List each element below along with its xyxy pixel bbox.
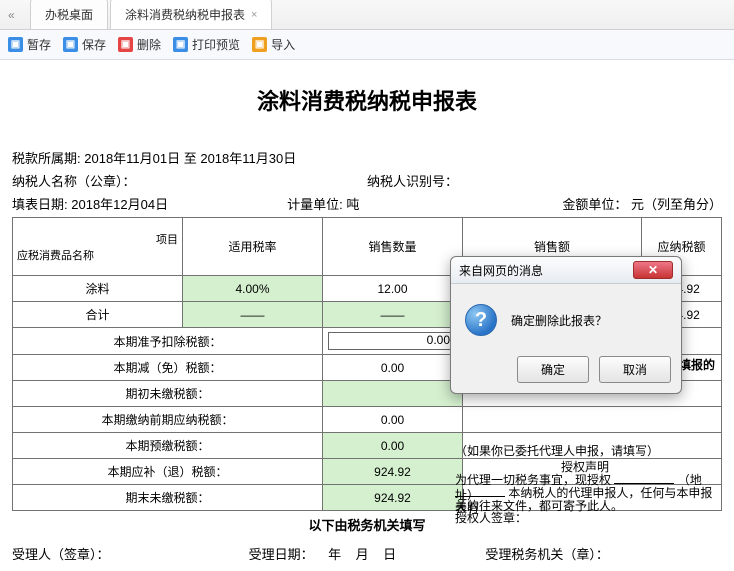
diag-bottom: 应税消费品名称	[17, 247, 178, 263]
taxpayer-id-label: 纳税人识别号：	[367, 174, 458, 189]
blank	[463, 407, 722, 433]
office-label: 受理税务机关（章）：	[485, 544, 722, 563]
dialog-body: ? 确定删除此报表？	[451, 284, 681, 350]
unit-value: 吨	[346, 197, 359, 212]
month: 月	[356, 547, 369, 562]
import-button[interactable]: ▣ 导入	[252, 36, 295, 53]
question-icon: ?	[465, 304, 497, 336]
cell-value: 0.00	[323, 433, 463, 459]
cell-value: 924.92	[323, 485, 463, 511]
cell-rate: 4.00%	[183, 276, 323, 302]
cell-qty: ——	[323, 302, 463, 328]
dialog-title-bar: 来自网页的消息 ✕	[451, 257, 681, 284]
import-icon: ▣	[252, 37, 267, 52]
page-title: 涂料消费税纳税申报表	[12, 84, 722, 116]
th-rate: 适用税率	[183, 218, 323, 276]
deduct-input[interactable]: 0.00	[328, 332, 457, 350]
preview-button[interactable]: ▣ 打印预览	[173, 36, 240, 53]
tab-label: 涂料消费税纳税申报表	[125, 6, 245, 23]
diag-top: 项目	[17, 231, 178, 247]
pause-icon: ▣	[8, 37, 23, 52]
collapse-icon[interactable]: «	[8, 8, 15, 22]
print-icon: ▣	[173, 37, 188, 52]
tab-desktop[interactable]: 办税桌面	[30, 0, 108, 29]
delete-icon: ▣	[118, 37, 133, 52]
delete-button[interactable]: ▣ 删除	[118, 36, 161, 53]
row-label: 期初未缴税额：	[13, 381, 323, 407]
cell-name: 涂料	[13, 276, 183, 302]
cell-value: 0.00	[323, 407, 463, 433]
fill-date-label: 填表日期:	[12, 197, 68, 212]
close-icon[interactable]: ×	[251, 9, 257, 21]
fill-date-value: 2018年12月04日	[71, 197, 168, 212]
row-label: 本期缴纳前期应纳税额：	[13, 407, 323, 433]
dialog-close-button[interactable]: ✕	[633, 261, 673, 279]
dialog-title: 来自网页的消息	[459, 262, 543, 279]
btn-label: 打印预览	[192, 36, 240, 53]
cell-value	[323, 381, 463, 407]
day: 日	[383, 547, 396, 562]
row-label: 本期预缴税额：	[13, 433, 323, 459]
input-cell-wrap: 0.00	[323, 328, 463, 355]
dialog-message: 确定删除此报表？	[511, 312, 607, 329]
th-diag: 项目 应税消费品名称	[13, 218, 183, 276]
row-label: 期末未缴税额：	[13, 485, 323, 511]
table-row: 本期缴纳前期应纳税额： 0.00	[13, 407, 722, 433]
cell-rate: ——	[183, 302, 323, 328]
toolbar: ▣ 暂存 ▣ 保存 ▣ 删除 ▣ 打印预览 ▣ 导入	[0, 30, 734, 60]
receiver-row: 受理人（签章）： 受理日期： 年 月 日 受理税务机关（章）：	[12, 544, 722, 563]
recv-date-label: 受理日期：	[249, 547, 314, 562]
receiver-label: 受理人（签章）：	[12, 544, 249, 563]
ok-button[interactable]: 确定	[517, 356, 589, 383]
tab-bar: « 办税桌面 涂料消费税纳税申报表 ×	[0, 0, 734, 30]
side-agent: （如果你已委托代理人申报，请填写）	[455, 444, 715, 459]
period-label: 税款所属期:	[12, 151, 81, 166]
btn-label: 删除	[137, 36, 161, 53]
row-label: 本期应补（退）税额：	[13, 459, 323, 485]
period-value: 2018年11月01日 至 2018年11月30日	[84, 151, 296, 166]
side-line1a: 为代理一切税务事宜，现授权	[455, 473, 611, 487]
unit-label: 计量单位:	[287, 197, 343, 212]
amount-unit-value: 元（列至角分）	[631, 197, 722, 212]
tab-label: 办税桌面	[45, 6, 93, 23]
cell-qty: 12.00	[323, 276, 463, 302]
row-label: 本期准予扣除税额：	[13, 328, 323, 355]
tab-form[interactable]: 涂料消费税纳税申报表 ×	[110, 0, 272, 29]
row-label: 本期减（免）税额：	[13, 355, 323, 381]
confirm-dialog: 来自网页的消息 ✕ ? 确定删除此报表？ 确定 取消	[450, 256, 682, 394]
side-line4: 授权人签章：	[455, 511, 715, 526]
btn-label: 保存	[82, 36, 106, 53]
cell-value: 0.00	[323, 355, 463, 381]
btn-label: 导入	[271, 36, 295, 53]
th-qty: 销售数量	[323, 218, 463, 276]
cell-value: 924.92	[323, 459, 463, 485]
dialog-buttons: 确定 取消	[451, 350, 681, 393]
cancel-button[interactable]: 取消	[599, 356, 671, 383]
taxpayer-name-label: 纳税人名称（公章）：	[12, 174, 136, 189]
save-icon: ▣	[63, 37, 78, 52]
cell-name: 合计	[13, 302, 183, 328]
save-button[interactable]: ▣ 保存	[63, 36, 106, 53]
year: 年	[328, 547, 341, 562]
btn-label: 暂存	[27, 36, 51, 53]
amount-unit-label: 金额单位：	[562, 197, 627, 212]
pause-button[interactable]: ▣ 暂存	[8, 36, 51, 53]
